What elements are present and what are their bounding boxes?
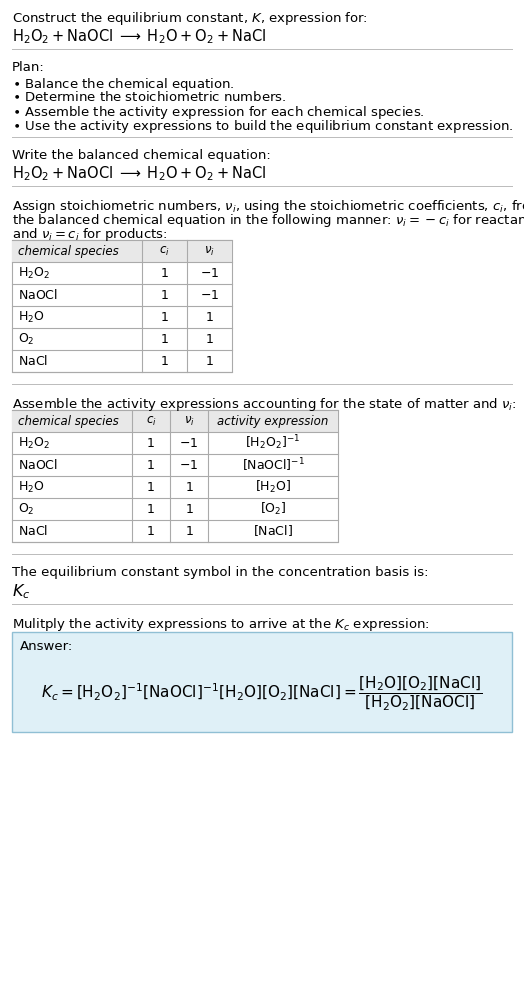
Text: Assign stoichiometric numbers, $\nu_i$, using the stoichiometric coefficients, $: Assign stoichiometric numbers, $\nu_i$, … (12, 198, 524, 215)
Text: $\bullet$ Balance the chemical equation.: $\bullet$ Balance the chemical equation. (12, 76, 234, 93)
Text: $1$: $1$ (205, 355, 214, 368)
Text: chemical species: chemical species (18, 414, 119, 427)
Text: Mulitply the activity expressions to arrive at the $K_c$ expression:: Mulitply the activity expressions to arr… (12, 616, 430, 633)
Text: activity expression: activity expression (217, 414, 329, 427)
Text: $-1$: $-1$ (200, 288, 219, 302)
Bar (12, 240, 232, 372)
Bar (12, 240, 232, 262)
Text: $\mathrm{NaOCl}$: $\mathrm{NaOCl}$ (18, 458, 58, 472)
Text: $-1$: $-1$ (179, 436, 199, 449)
Text: $c_i$: $c_i$ (146, 414, 156, 427)
Text: 1: 1 (160, 288, 168, 302)
Text: $K_c$: $K_c$ (12, 582, 30, 601)
Text: $\bullet$ Assemble the activity expression for each chemical species.: $\bullet$ Assemble the activity expressi… (12, 104, 424, 121)
Text: $\mathrm{H_2O}$: $\mathrm{H_2O}$ (18, 479, 45, 494)
Text: $1$: $1$ (184, 480, 193, 493)
Text: $c_i$: $c_i$ (159, 244, 170, 257)
Text: Plan:: Plan: (12, 61, 45, 74)
Text: Construct the equilibrium constant, $K$, expression for:: Construct the equilibrium constant, $K$,… (12, 10, 368, 27)
Text: 1: 1 (160, 333, 168, 346)
Text: $\mathrm{O_2}$: $\mathrm{O_2}$ (18, 332, 35, 347)
Text: the balanced chemical equation in the following manner: $\nu_i = -c_i$ for react: the balanced chemical equation in the fo… (12, 212, 524, 229)
Text: $-1$: $-1$ (179, 458, 199, 471)
Text: Answer:: Answer: (20, 640, 73, 653)
Text: 1: 1 (147, 525, 155, 538)
Text: $\mathrm{NaOCl}$: $\mathrm{NaOCl}$ (18, 288, 58, 302)
Text: $\nu_i$: $\nu_i$ (204, 244, 215, 257)
Bar (12, 632, 512, 732)
Text: $[\mathrm{H_2O}]$: $[\mathrm{H_2O}]$ (255, 479, 291, 495)
Text: $\mathrm{NaCl}$: $\mathrm{NaCl}$ (18, 524, 48, 538)
Text: 1: 1 (160, 266, 168, 279)
Text: $[\mathrm{H_2O_2}]^{-1}$: $[\mathrm{H_2O_2}]^{-1}$ (245, 433, 301, 452)
Text: 1: 1 (160, 355, 168, 368)
Bar (12, 410, 338, 432)
Text: $\mathrm{NaCl}$: $\mathrm{NaCl}$ (18, 354, 48, 368)
Text: $\mathrm{H_2O_2 + NaOCl \;\longrightarrow\; H_2O + O_2 + NaCl}$: $\mathrm{H_2O_2 + NaOCl \;\longrightarro… (12, 27, 266, 45)
Text: The equilibrium constant symbol in the concentration basis is:: The equilibrium constant symbol in the c… (12, 566, 429, 579)
Text: $-1$: $-1$ (200, 266, 219, 279)
Text: $[\mathrm{NaOCl}]^{-1}$: $[\mathrm{NaOCl}]^{-1}$ (242, 456, 304, 473)
Text: $1$: $1$ (205, 333, 214, 346)
Text: $K_c = [\mathrm{H_2O_2}]^{-1}[\mathrm{NaOCl}]^{-1}[\mathrm{H_2O}][\mathrm{O_2}][: $K_c = [\mathrm{H_2O_2}]^{-1}[\mathrm{Na… (41, 675, 483, 714)
Text: $\mathrm{O_2}$: $\mathrm{O_2}$ (18, 501, 35, 517)
Text: $[\mathrm{O_2}]$: $[\mathrm{O_2}]$ (260, 500, 286, 517)
Text: and $\nu_i = c_i$ for products:: and $\nu_i = c_i$ for products: (12, 226, 168, 243)
Text: 1: 1 (147, 502, 155, 516)
Bar (12, 410, 338, 542)
Text: $\mathrm{H_2O_2}$: $\mathrm{H_2O_2}$ (18, 435, 50, 450)
Text: $\bullet$ Determine the stoichiometric numbers.: $\bullet$ Determine the stoichiometric n… (12, 90, 287, 104)
Text: 1: 1 (147, 436, 155, 449)
Text: $1$: $1$ (205, 311, 214, 324)
Text: $\mathrm{H_2O}$: $\mathrm{H_2O}$ (18, 310, 45, 325)
Text: $1$: $1$ (184, 525, 193, 538)
Text: $[\mathrm{NaCl}]$: $[\mathrm{NaCl}]$ (253, 524, 293, 539)
Text: Write the balanced chemical equation:: Write the balanced chemical equation: (12, 149, 271, 162)
Text: 1: 1 (147, 480, 155, 493)
Text: chemical species: chemical species (18, 244, 119, 257)
Text: 1: 1 (160, 311, 168, 324)
Text: $\nu_i$: $\nu_i$ (183, 414, 194, 427)
Text: Assemble the activity expressions accounting for the state of matter and $\nu_i$: Assemble the activity expressions accoun… (12, 396, 517, 413)
Text: $1$: $1$ (184, 502, 193, 516)
Text: $\bullet$ Use the activity expressions to build the equilibrium constant express: $\bullet$ Use the activity expressions t… (12, 118, 514, 135)
Text: $\mathrm{H_2O_2 + NaOCl \;\longrightarrow\; H_2O + O_2 + NaCl}$: $\mathrm{H_2O_2 + NaOCl \;\longrightarro… (12, 164, 266, 183)
Text: 1: 1 (147, 458, 155, 471)
Text: $\mathrm{H_2O_2}$: $\mathrm{H_2O_2}$ (18, 265, 50, 280)
